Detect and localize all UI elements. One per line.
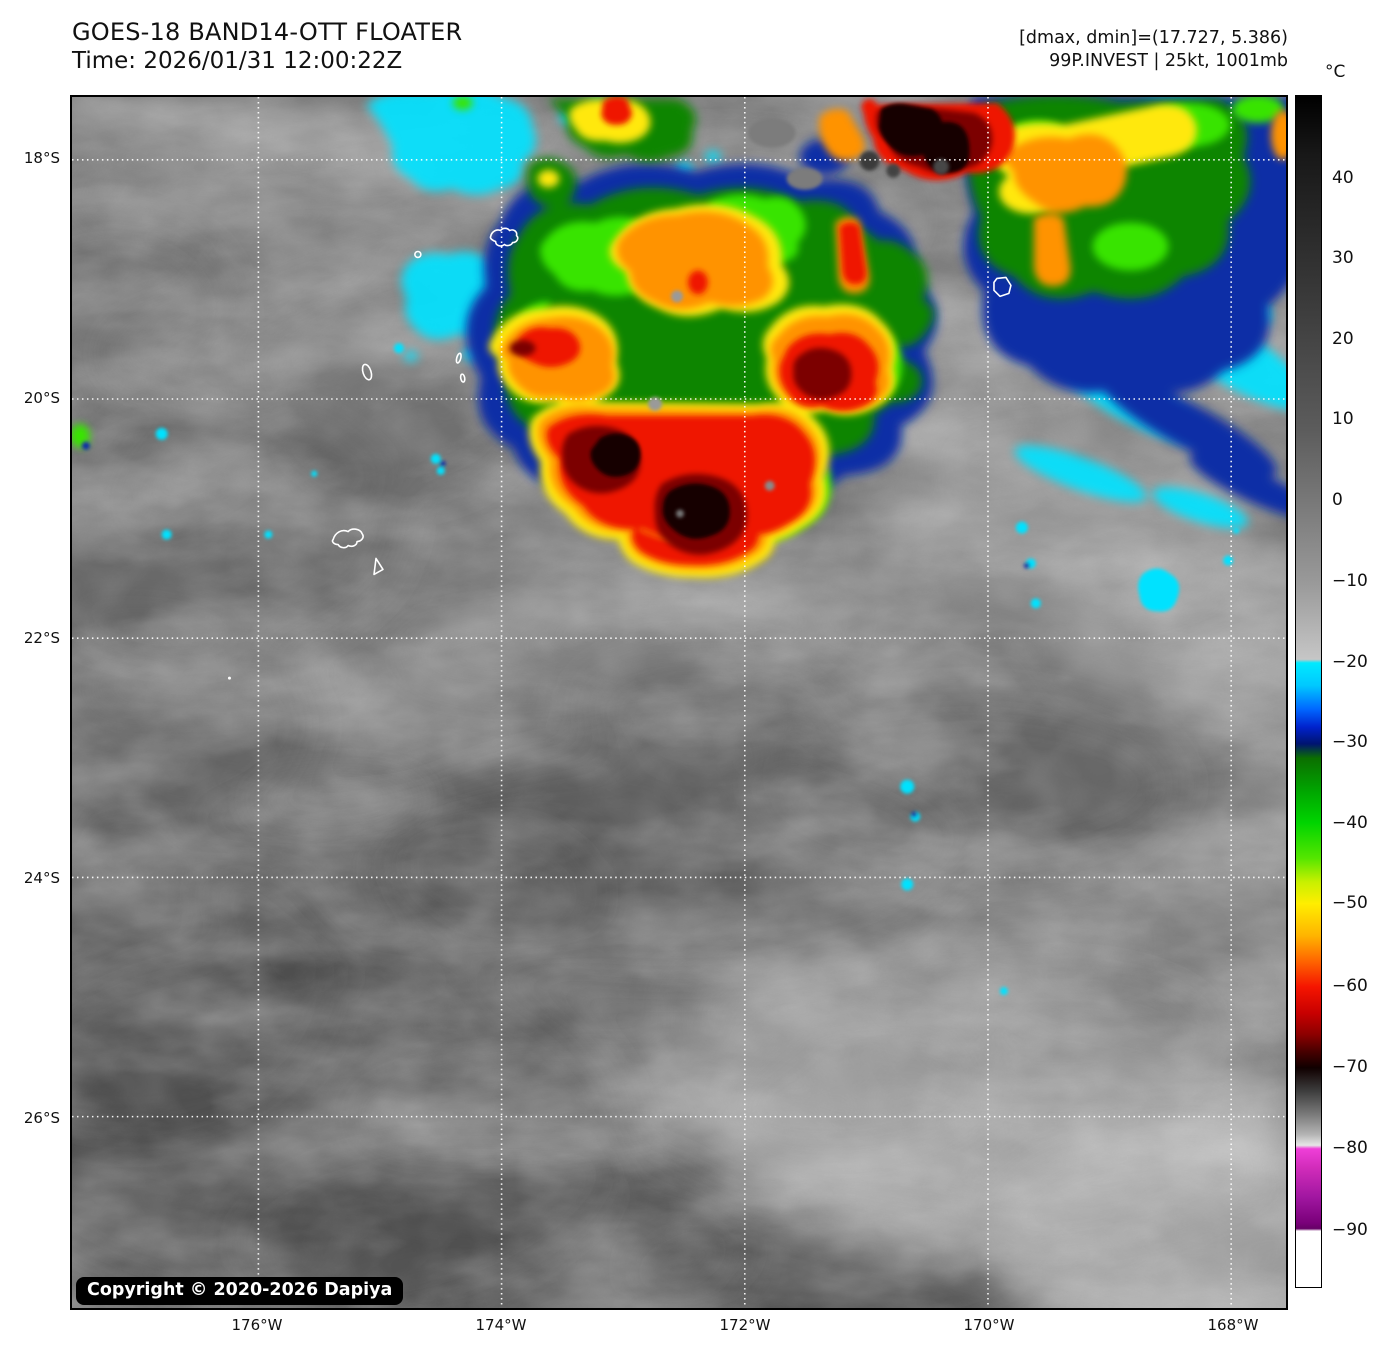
cbar-tick-0: 0 xyxy=(1332,490,1343,510)
storm-info-annotation: 99P.INVEST | 25kt, 1001mb xyxy=(1049,51,1288,71)
colorbar-unit-label: °C xyxy=(1325,62,1346,82)
cbar-tick-m20: −20 xyxy=(1332,652,1368,672)
lon-tick-174w: 174°W xyxy=(475,1316,527,1334)
timestamp: Time: 2026/01/31 12:00:22Z xyxy=(72,48,403,74)
cbar-tick-m90: −90 xyxy=(1332,1220,1368,1240)
annotation-block: [dmax, dmin]=(17.727, 5.386) 99P.INVEST … xyxy=(1019,27,1288,73)
cbar-tick-m50: −50 xyxy=(1332,893,1368,913)
copyright-badge: Copyright © 2020-2026 Dapiya xyxy=(76,1277,404,1305)
lat-tick-18s: 18°S xyxy=(23,149,60,167)
dmax-dmin-annotation: [dmax, dmin]=(17.727, 5.386) xyxy=(1019,28,1288,48)
cbar-tick-m40: −40 xyxy=(1332,813,1368,833)
cbar-tick-m80: −80 xyxy=(1332,1138,1368,1158)
lat-tick-24s: 24°S xyxy=(23,869,60,887)
lon-tick-168w: 168°W xyxy=(1207,1316,1259,1334)
lon-tick-170w: 170°W xyxy=(963,1316,1015,1334)
satellite-image xyxy=(72,97,1286,1308)
title-block: GOES-18 BAND14-OTT FLOATER Time: 2026/01… xyxy=(72,17,462,76)
lat-tick-26s: 26°S xyxy=(23,1109,60,1127)
map-frame: Copyright © 2020-2026 Dapiya xyxy=(70,95,1288,1310)
cbar-tick-m60: −60 xyxy=(1332,976,1368,996)
cold-speck-layer xyxy=(81,343,1240,996)
coastline-outlines xyxy=(227,227,1012,680)
lat-tick-22s: 22°S xyxy=(23,629,60,647)
temperature-colorbar xyxy=(1295,95,1322,1288)
lon-tick-176w: 176°W xyxy=(231,1316,283,1334)
warm-spot-holes xyxy=(648,117,950,518)
cbar-tick-20: 20 xyxy=(1332,329,1354,349)
cbar-tick-m30: −30 xyxy=(1332,732,1368,752)
cbar-tick-m10: −10 xyxy=(1332,571,1368,591)
cbar-tick-10: 10 xyxy=(1332,409,1354,429)
cbar-tick-30: 30 xyxy=(1332,248,1354,268)
lon-tick-172w: 172°W xyxy=(719,1316,771,1334)
cbar-tick-40: 40 xyxy=(1332,168,1354,188)
lat-tick-20s: 20°S xyxy=(23,389,60,407)
cbar-tick-m70: −70 xyxy=(1332,1057,1368,1077)
page-title: GOES-18 BAND14-OTT FLOATER xyxy=(72,18,463,46)
